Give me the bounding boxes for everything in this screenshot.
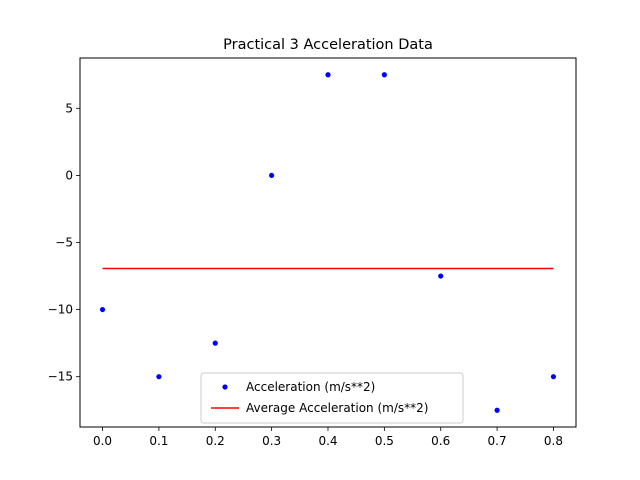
acceleration-point bbox=[156, 374, 162, 380]
acceleration-point bbox=[269, 172, 275, 179]
y-tick-label: −10 bbox=[48, 303, 73, 317]
acceleration-point bbox=[99, 306, 106, 313]
acceleration-point bbox=[212, 340, 218, 346]
acceleration-point bbox=[494, 407, 500, 413]
acceleration-point bbox=[325, 72, 331, 78]
y-tick-label: 0 bbox=[65, 168, 73, 182]
y-tick-label: 5 bbox=[65, 101, 73, 115]
acceleration-point bbox=[550, 374, 557, 380]
x-tick-label: 0.5 bbox=[375, 434, 394, 448]
acceleration-point bbox=[381, 72, 387, 78]
x-tick-label: 0.8 bbox=[544, 434, 563, 448]
x-tick-label: 0.1 bbox=[149, 434, 168, 448]
chart-title: Practical 3 Acceleration Data bbox=[223, 37, 433, 53]
x-tick-label: 0.2 bbox=[206, 434, 225, 448]
acceleration-point bbox=[438, 273, 444, 279]
legend-box bbox=[200, 372, 464, 424]
legend-label: Average Acceleration (m/s**2) bbox=[246, 401, 428, 415]
legend-point-swatch bbox=[222, 384, 228, 390]
legend-label: Acceleration (m/s**2) bbox=[246, 380, 375, 394]
x-tick-label: 0.7 bbox=[488, 434, 507, 448]
x-tick-label: 0.0 bbox=[93, 434, 112, 448]
plot-area bbox=[99, 72, 557, 413]
x-tick-label: 0.3 bbox=[262, 434, 281, 448]
y-tick-label: −15 bbox=[48, 370, 73, 384]
y-tick-label: −5 bbox=[55, 236, 73, 250]
x-tick-label: 0.6 bbox=[431, 434, 450, 448]
x-tick-label: 0.4 bbox=[318, 434, 337, 448]
legend: Acceleration (m/s**2) Average Acceleratio… bbox=[200, 372, 464, 424]
